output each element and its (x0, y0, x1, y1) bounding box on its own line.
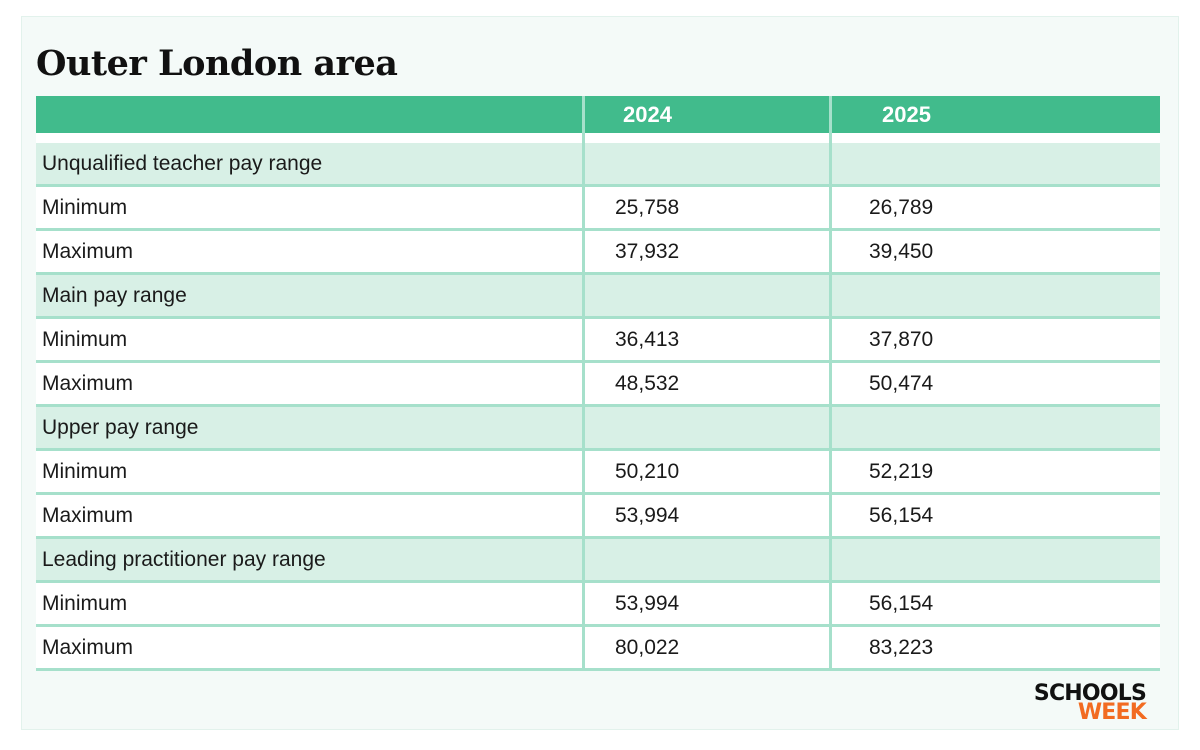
header-2025: 2025 (829, 96, 1160, 133)
row-label: Upper pay range (42, 415, 199, 439)
logo-line-week: WEEK (1077, 700, 1147, 725)
table-row: Maximum 80,022 83,223 (36, 627, 1160, 671)
value-2025: 37,870 (829, 319, 1160, 360)
table-row: Minimum 36,413 37,870 (36, 319, 1160, 363)
spacer-cell (36, 133, 582, 143)
value-2025: 83,223 (829, 627, 1160, 668)
table-row: Minimum 53,994 56,154 (36, 583, 1160, 627)
value-2024: 53,994 (582, 583, 829, 624)
table-header-row: 2024 2025 (36, 96, 1160, 133)
value-2025 (829, 143, 1160, 184)
row-label: Minimum (42, 327, 128, 351)
value-2024: 48,532 (582, 363, 829, 404)
value-2024: 50,210 (582, 451, 829, 492)
header-label-column (36, 96, 582, 133)
row-label: Unqualified teacher pay range (42, 151, 323, 175)
value-2025: 39,450 (829, 231, 1160, 272)
table-row: Maximum 48,532 50,474 (36, 363, 1160, 407)
value-2025 (829, 539, 1160, 580)
value-2025: 26,789 (829, 187, 1160, 228)
row-label: Leading practitioner pay range (42, 547, 326, 571)
schools-week-logo: SCHOOLS WEEK (1022, 681, 1147, 725)
value-2024 (582, 407, 829, 448)
section-row-leading-practitioner: Leading practitioner pay range (36, 539, 1160, 583)
value-2024: 80,022 (582, 627, 829, 668)
table-row: Minimum 25,758 26,789 (36, 187, 1160, 231)
value-2024: 37,932 (582, 231, 829, 272)
header-2024: 2024 (582, 96, 829, 133)
value-2025 (829, 407, 1160, 448)
value-2024 (582, 143, 829, 184)
row-label: Minimum (42, 459, 128, 483)
logo-line-schools: SCHOOLS (1033, 681, 1147, 706)
value-2024: 53,994 (582, 495, 829, 536)
row-label: Maximum (42, 239, 134, 263)
section-row-main: Main pay range (36, 275, 1160, 319)
row-label: Minimum (42, 195, 128, 219)
row-label: Maximum (42, 371, 134, 395)
section-row-upper: Upper pay range (36, 407, 1160, 451)
row-label: Maximum (42, 635, 134, 659)
row-label: Minimum (42, 591, 128, 615)
value-2025: 50,474 (829, 363, 1160, 404)
value-2025: 56,154 (829, 495, 1160, 536)
table-row: Minimum 50,210 52,219 (36, 451, 1160, 495)
value-2024: 36,413 (582, 319, 829, 360)
section-row-unqualified: Unqualified teacher pay range (36, 143, 1160, 187)
value-2024 (582, 539, 829, 580)
value-2025 (829, 275, 1160, 316)
header-spacer (36, 133, 1160, 143)
row-label: Main pay range (42, 283, 187, 307)
spacer-cell (582, 133, 829, 143)
value-2024 (582, 275, 829, 316)
spacer-cell (829, 133, 1160, 143)
value-2025: 52,219 (829, 451, 1160, 492)
table-row: Maximum 53,994 56,154 (36, 495, 1160, 539)
row-label: Maximum (42, 503, 134, 527)
value-2024: 25,758 (582, 187, 829, 228)
table-row: Maximum 37,932 39,450 (36, 231, 1160, 275)
page-title: Outer London area (36, 43, 398, 84)
pay-table: 2024 2025 Unqualified teacher pay range … (36, 96, 1160, 671)
value-2025: 56,154 (829, 583, 1160, 624)
